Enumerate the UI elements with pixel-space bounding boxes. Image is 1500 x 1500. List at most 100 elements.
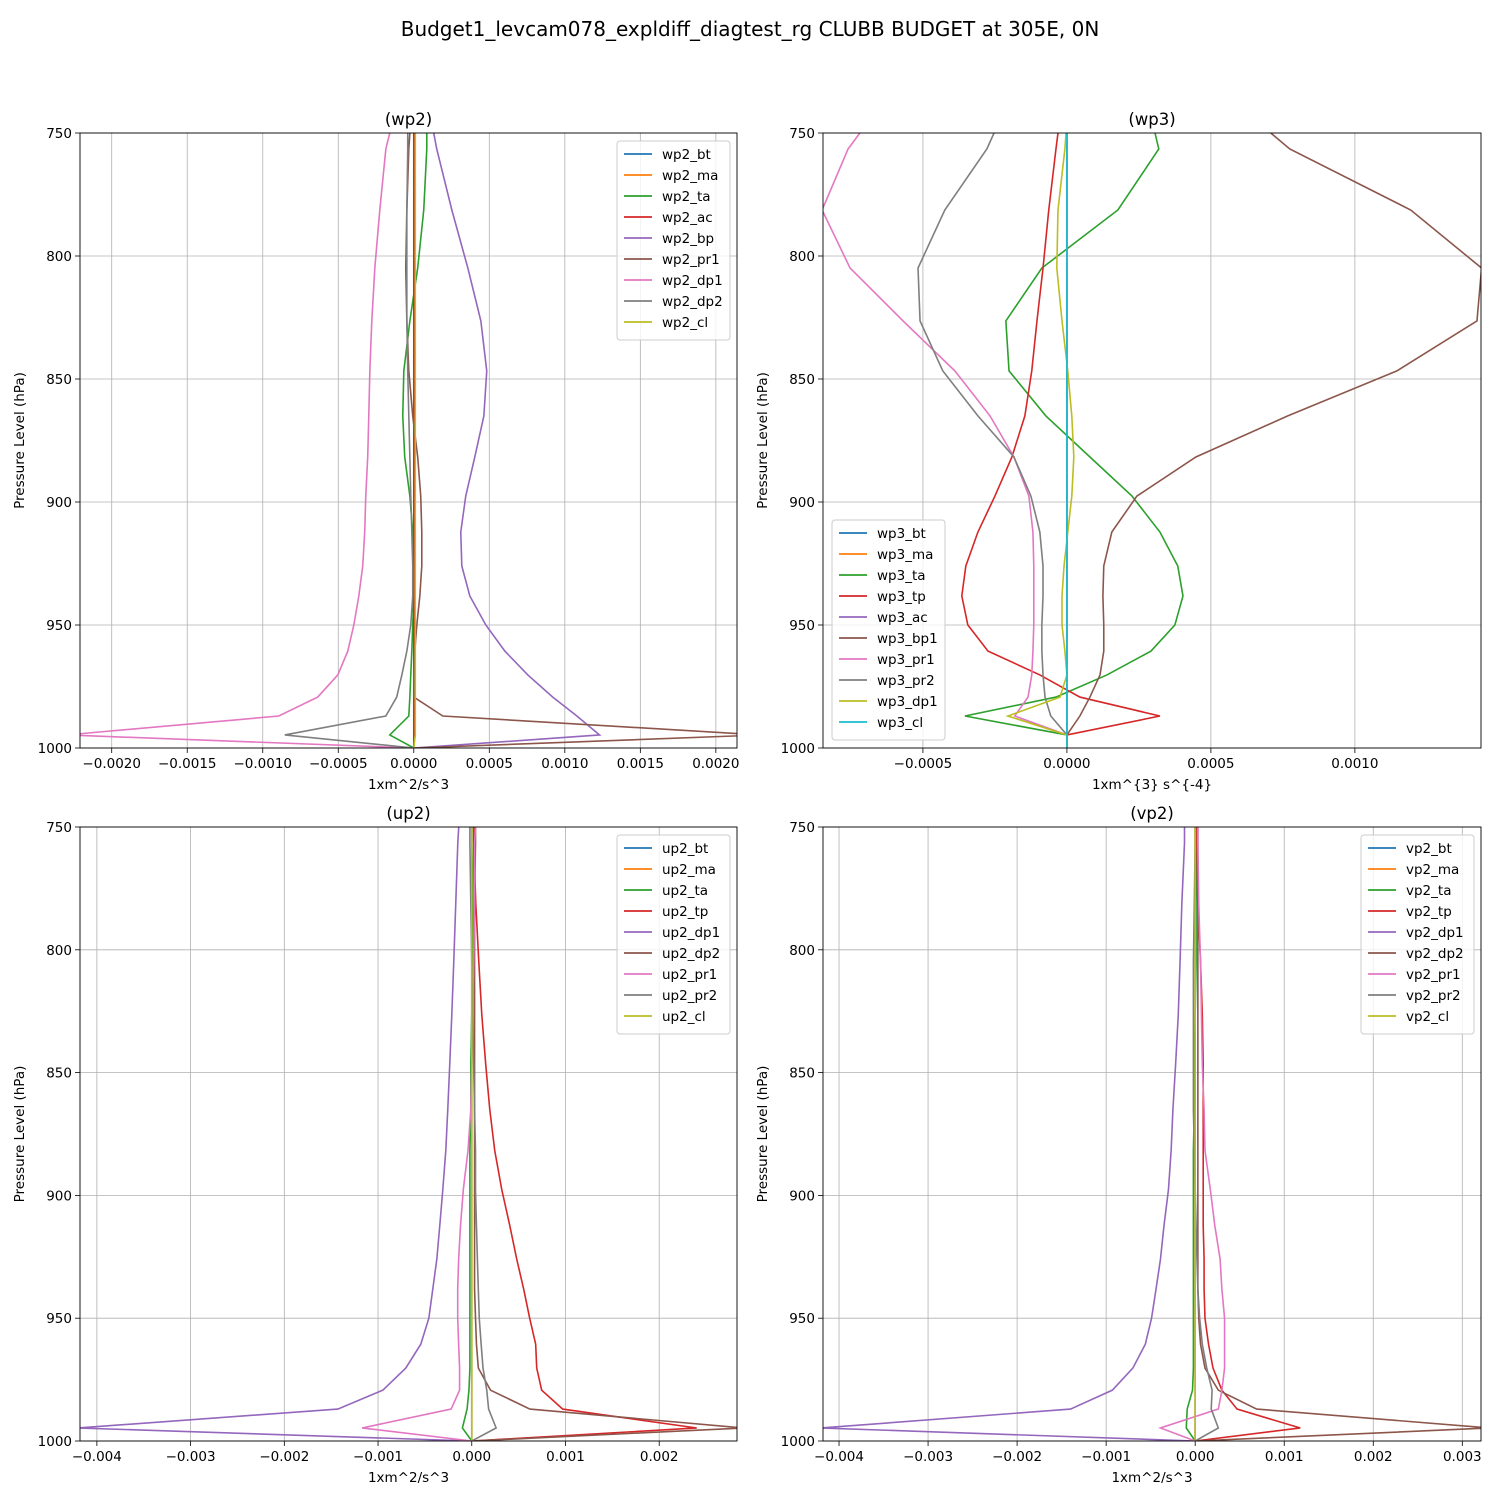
series-line <box>388 133 428 748</box>
x-axis-label: 1xm^2/s^3 <box>368 1470 449 1486</box>
series-line <box>361 827 477 1441</box>
legend-label: wp2_bp <box>662 231 714 247</box>
legend-label: up2_ma <box>662 862 716 878</box>
x-tick-label: 0.003 <box>1443 1449 1482 1465</box>
legend-label: vp2_dp1 <box>1406 925 1464 941</box>
legend-label: wp3_bp1 <box>877 631 938 647</box>
x-tick-label: −0.002 <box>259 1449 309 1465</box>
y-tick-label: 950 <box>789 1311 815 1327</box>
series-line <box>471 827 697 1441</box>
legend-label: wp2_ac <box>662 210 713 226</box>
legend-label: wp3_ta <box>877 568 926 584</box>
series-line <box>1158 827 1226 1441</box>
series-line <box>1192 827 1220 1441</box>
series-line <box>917 133 1068 748</box>
x-tick-label: −0.004 <box>814 1449 864 1465</box>
series-line <box>1195 827 1481 1441</box>
x-tick-label: 0.0000 <box>1043 756 1090 772</box>
legend-label: wp3_bt <box>877 526 926 542</box>
y-tick-label: 800 <box>789 249 815 265</box>
legend-label: up2_pr1 <box>662 967 717 983</box>
y-tick-label: 950 <box>789 618 815 634</box>
legend-label: vp2_bt <box>1406 841 1452 857</box>
y-axis-label: Pressure Level (hPa) <box>755 1066 771 1203</box>
x-tick-label: −0.003 <box>903 1449 953 1465</box>
x-tick-label: 0.000 <box>1176 1449 1215 1465</box>
legend-label: wp3_ac <box>877 610 928 626</box>
y-tick-label: 850 <box>46 372 72 388</box>
legend: wp3_bt wp3_ma wp3_ta wp3_tp wp3_ac wp3_bp1 wp3… <box>831 519 946 741</box>
legend-label: up2_ta <box>662 883 708 899</box>
x-tick-label: −0.0015 <box>158 756 217 772</box>
legend-box <box>1360 834 1475 1035</box>
legend: wp2_bt wp2_ma wp2_ta wp2_ac wp2_bp wp2_pr1 wp2… <box>616 140 731 341</box>
series-line <box>1066 133 1481 748</box>
legend-label: wp2_ta <box>662 189 711 205</box>
legend-label: vp2_tp <box>1406 904 1452 920</box>
series-line <box>823 827 1196 1441</box>
legend-box <box>616 140 731 341</box>
y-tick-label: 950 <box>46 618 72 634</box>
axes-title: (vp2) <box>1130 804 1174 823</box>
y-tick-label: 1000 <box>38 1434 72 1450</box>
axes-title: (up2) <box>386 804 430 823</box>
axes-frame <box>79 132 738 749</box>
x-tick-label: 0.0010 <box>1331 756 1378 772</box>
legend: vp2_bt vp2_ma vp2_ta vp2_tp vp2_dp1 vp2_dp2vp… <box>1360 834 1475 1035</box>
legend-label: up2_pr2 <box>662 988 717 1004</box>
figure-title: Budget1_levcam078_expldiff_diagtest_rg C… <box>401 17 1100 41</box>
y-tick-label: 900 <box>789 495 815 511</box>
legend-label: vp2_pr1 <box>1406 967 1461 983</box>
legend-label: vp2_ta <box>1406 883 1451 899</box>
x-tick-label: −0.003 <box>166 1449 216 1465</box>
y-tick-label: 950 <box>46 1311 72 1327</box>
axes: −0.0005 0.0000 0.0005 0.0010 750 800 850 900 950… <box>755 110 1482 793</box>
y-tick-label: 850 <box>789 1066 815 1082</box>
legend-label: wp3_ma <box>877 547 933 563</box>
x-tick-label: 0.002 <box>1354 1449 1393 1465</box>
legend-box <box>616 834 731 1035</box>
y-tick-label: 750 <box>789 820 815 836</box>
x-tick-label: −0.0020 <box>82 756 141 772</box>
axes: −0.0020 −0.0015 −0.0010 −0.0005 0.0000 0.0005… <box>12 110 739 793</box>
legend-label: vp2_dp2 <box>1406 946 1464 962</box>
axes: −0.004 −0.003 −0.002 −0.001 0.000 0.001 0.002 7… <box>12 804 738 1486</box>
x-tick-label: 0.0010 <box>541 756 588 772</box>
x-tick-label: 0.0020 <box>692 756 739 772</box>
x-tick-label: 0.0015 <box>617 756 664 772</box>
axes-title: (wp3) <box>1128 110 1175 129</box>
legend-label: wp2_bt <box>662 147 711 163</box>
series-line <box>404 133 737 748</box>
legend-label: up2_bt <box>662 841 708 857</box>
legend: up2_bt up2_ma up2_ta up2_tp up2_dp1 up2_dp2up… <box>616 834 731 1035</box>
y-tick-label: 900 <box>46 1188 72 1204</box>
legend-label: wp3_cl <box>877 715 923 731</box>
series-line <box>964 133 1184 748</box>
legend-label: up2_dp1 <box>662 925 720 941</box>
legend-label: wp3_pr2 <box>877 673 935 689</box>
y-axis-label: Pressure Level (hPa) <box>12 372 28 509</box>
x-tick-label: 0.0005 <box>1187 756 1234 772</box>
series-line <box>1185 827 1198 1441</box>
x-tick-label: 0.001 <box>546 1449 585 1465</box>
y-tick-label: 850 <box>46 1066 72 1082</box>
legend-label: wp2_cl <box>662 315 708 331</box>
axes-frame <box>79 826 738 1442</box>
x-tick-label: 0.0005 <box>466 756 513 772</box>
x-tick-label: −0.004 <box>72 1449 122 1465</box>
legend-label: up2_dp2 <box>662 946 720 962</box>
series-line <box>1005 133 1075 748</box>
y-tick-label: 750 <box>789 126 815 142</box>
axes-title: (wp2) <box>385 110 432 129</box>
legend-label: wp2_dp2 <box>662 294 723 310</box>
y-tick-label: 800 <box>46 943 72 959</box>
y-tick-label: 1000 <box>781 1434 815 1450</box>
axes: −0.004 −0.003 −0.002 −0.001 0.000 0.001 0.002 0… <box>755 804 1482 1486</box>
x-tick-label: 0.002 <box>640 1449 679 1465</box>
x-tick-label: −0.0010 <box>233 756 292 772</box>
series-line <box>412 133 417 748</box>
x-axis-label: 1xm^2/s^3 <box>368 777 449 793</box>
y-tick-label: 1000 <box>781 741 815 757</box>
y-tick-label: 1000 <box>38 741 72 757</box>
